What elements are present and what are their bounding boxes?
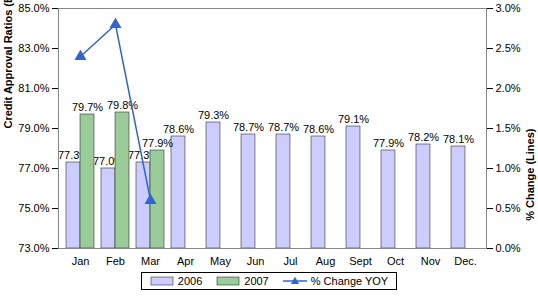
svg-text:75.0%: 75.0%	[18, 202, 49, 214]
svg-text:Jun: Jun	[247, 255, 265, 267]
svg-text:78.7%: 78.7%	[233, 121, 264, 133]
html-text:2007: 2007	[244, 275, 269, 287]
svg-text:Oct: Oct	[387, 255, 404, 267]
svg-text:79.1%: 79.1%	[338, 113, 369, 125]
svg-text:2.0%: 2.0%	[496, 82, 521, 94]
svg-text:83.0%: 83.0%	[18, 42, 49, 54]
svg-text:1.0%: 1.0%	[496, 162, 521, 174]
svg-text:78.2%: 78.2%	[408, 131, 439, 143]
svg-text:Jul: Jul	[283, 255, 297, 267]
svg-text:78.7%: 78.7%	[268, 121, 299, 133]
html-text:77.3% 77.0% 77.3%: 77.3% 77.0% 77.3%	[57, 149, 160, 167]
svg-text:Dec.: Dec.	[454, 255, 477, 267]
svg-text:3.0%: 3.0%	[496, 2, 521, 14]
svg-text:78.6%: 78.6%	[303, 123, 334, 135]
svg-text:Mar: Mar	[141, 255, 160, 267]
svg-text:79.8%: 79.8%	[107, 99, 138, 111]
svg-text:78.1%: 78.1%	[443, 133, 474, 145]
svg-text:77.0%: 77.0%	[18, 162, 49, 174]
html-text:2006: 2006	[177, 275, 203, 287]
svg-text:1.5%: 1.5%	[496, 122, 521, 134]
svg-text:May: May	[210, 255, 231, 267]
svg-text:0.0%: 0.0%	[496, 242, 521, 254]
svg-text:Feb: Feb	[106, 255, 125, 267]
svg-text:% Change (Lines): % Change (Lines)	[524, 128, 536, 221]
svg-text:73.0%: 73.0%	[18, 242, 49, 254]
svg-text:79.0%: 79.0%	[18, 122, 49, 134]
svg-text:Jan: Jan	[72, 255, 90, 267]
html-text:% Change YOY: % Change YOY	[310, 275, 389, 287]
svg-text:Apr: Apr	[177, 255, 194, 267]
svg-text:0.5%: 0.5%	[496, 202, 521, 214]
svg-text:Sept: Sept	[349, 255, 372, 267]
svg-text:2.5%: 2.5%	[496, 42, 521, 54]
svg-text:79.3%: 79.3%	[198, 109, 229, 121]
svg-text:Aug: Aug	[316, 255, 336, 267]
svg-text:Credit Approval Ratios (Bars): Credit Approval Ratios (Bars)	[2, 0, 14, 129]
svg-text:77.9%: 77.9%	[373, 137, 404, 149]
svg-text:77.9%: 77.9%	[142, 137, 173, 149]
svg-text:79.7%: 79.7%	[72, 101, 103, 113]
svg-text:85.0%: 85.0%	[18, 2, 49, 14]
svg-text:81.0%: 81.0%	[18, 82, 49, 94]
svg-text:Nov: Nov	[421, 255, 441, 267]
svg-text:78.6%: 78.6%	[163, 123, 194, 135]
